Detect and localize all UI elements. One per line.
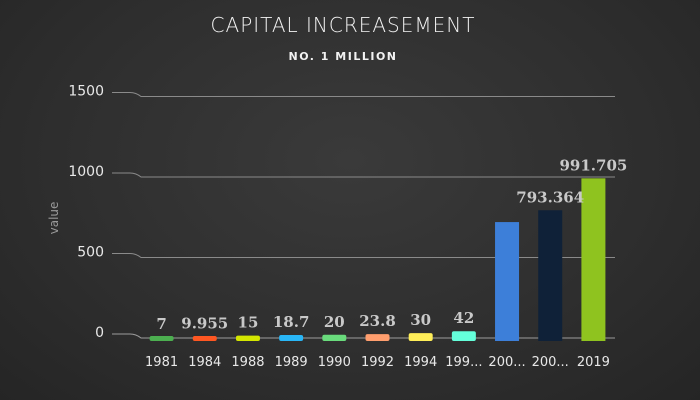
bar [408,333,433,341]
x-tick-label: 1994 [404,355,437,370]
bar [192,336,217,341]
data-label: 42 [453,309,474,327]
data-label: 991.705 [559,156,627,174]
x-tick-label: 200... [532,355,569,370]
y-axis-label: value [47,202,61,235]
gridline [112,92,615,97]
y-tick-label: 1000 [68,164,104,180]
bars [149,178,606,341]
bar [322,334,347,341]
x-axis-ticks: 1981 1984 1988 1989 1990 1992 1994 199... 200...… [145,355,610,370]
data-labels: 7 9.955 15 18.7 20 23.8 30 42 793.364 991.705 [156,156,627,333]
x-tick-label: 1988 [231,355,264,370]
y-tick-label: 1500 [68,84,104,100]
x-tick-label: 200... [488,355,525,370]
chart-title: CAPITAL INCREASEMENT [211,13,476,37]
bar [451,331,476,341]
x-tick-label: 1992 [361,355,394,370]
bar [495,222,520,341]
bar [538,210,563,341]
x-tick-label: 1990 [318,355,351,370]
data-label: 15 [238,314,259,332]
y-tick-label: 0 [95,325,104,341]
x-tick-label: 1984 [188,355,221,370]
chart-subtitle: NO. 1 MILLION [288,50,397,63]
x-tick-label: 1989 [275,355,308,370]
x-tick-label: 199... [445,355,482,370]
data-label: 7 [156,315,166,333]
gridline [112,172,615,178]
bar [235,335,260,341]
x-tick-label: 2019 [577,355,610,370]
bar [365,334,390,341]
data-label: 793.364 [516,188,584,206]
bar [149,336,174,341]
bar [581,178,606,341]
y-tick-label: 500 [77,245,104,261]
data-label: 23.8 [359,312,396,330]
gridline [112,253,615,258]
data-label: 20 [324,313,345,331]
data-label: 18.7 [273,313,310,331]
data-label: 30 [410,311,431,329]
gridlines [112,92,615,339]
bar [279,334,304,341]
gridline [112,333,615,339]
data-label: 9.955 [181,314,228,332]
x-tick-label: 1981 [145,355,178,370]
y-axis-ticks: 0 500 1000 1500 [68,84,104,342]
